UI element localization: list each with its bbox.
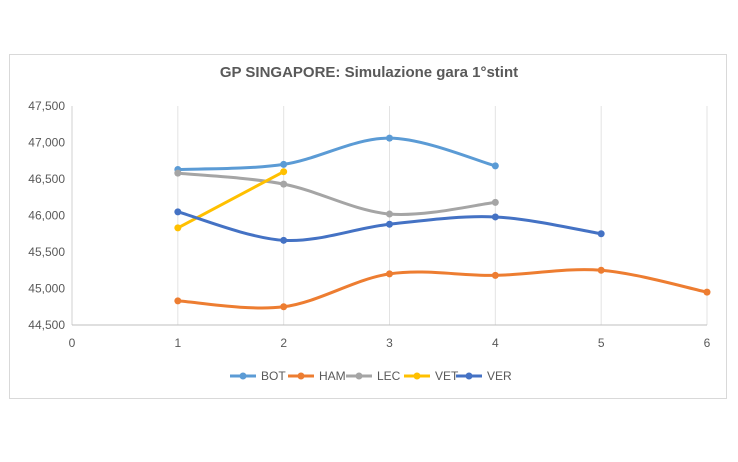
x-tick-label: 6 bbox=[704, 336, 711, 350]
x-tick-label: 4 bbox=[492, 336, 499, 350]
legend-swatch-marker bbox=[355, 372, 363, 380]
series-line-lec bbox=[176, 171, 497, 216]
data-point-ham-1 bbox=[174, 297, 182, 305]
legend-swatch-marker bbox=[465, 372, 473, 380]
data-point-bot-3 bbox=[386, 134, 393, 142]
axes: 0 1 2 3 4 5 6 44,500 45,000 45,500 46,000 46,500 47,… bbox=[28, 99, 710, 350]
data-point-vet-1 bbox=[174, 224, 182, 232]
data-point-ham-6 bbox=[703, 288, 711, 296]
data-point-ver-4 bbox=[491, 213, 499, 221]
legend-label: BOT bbox=[261, 369, 286, 383]
data-point-vet-2 bbox=[280, 168, 288, 176]
legend-swatch-marker bbox=[413, 372, 421, 380]
y-tick-label: 47,000 bbox=[28, 136, 65, 150]
series-group bbox=[174, 134, 711, 311]
data-point-ver-5 bbox=[597, 230, 605, 238]
y-tick-label: 47,500 bbox=[28, 99, 65, 113]
series-lec bbox=[174, 169, 499, 218]
data-point-lec-2 bbox=[280, 180, 288, 188]
data-point-lec-1 bbox=[174, 169, 182, 177]
x-tick-label: 5 bbox=[598, 336, 605, 350]
legend-label: VET bbox=[435, 369, 459, 383]
series-line-ham bbox=[176, 268, 709, 310]
data-point-ham-4 bbox=[491, 271, 499, 279]
series-ver bbox=[174, 208, 605, 244]
series-line-bot bbox=[176, 136, 497, 172]
series-vet bbox=[174, 168, 288, 232]
data-point-ham-5 bbox=[597, 266, 605, 274]
x-tick-label: 0 bbox=[69, 336, 76, 350]
data-point-lec-3 bbox=[386, 210, 393, 218]
x-tick-label: 3 bbox=[386, 336, 393, 350]
data-point-ver-2 bbox=[280, 236, 288, 244]
chart-title: GP SINGAPORE: Simulazione gara 1°stint bbox=[219, 64, 519, 81]
series-line-vet bbox=[176, 170, 286, 230]
legend-swatch-marker bbox=[297, 372, 305, 380]
legend-item-ver: VER bbox=[456, 369, 512, 383]
y-tick-label: 46,000 bbox=[28, 209, 65, 223]
legend-label: VER bbox=[487, 369, 512, 383]
data-point-ver-3 bbox=[386, 220, 393, 228]
data-point-bot-4 bbox=[491, 162, 499, 170]
legend-label: LEC bbox=[377, 369, 401, 383]
legend-item-bot: BOT bbox=[230, 369, 286, 383]
x-tick-label: 1 bbox=[174, 336, 181, 350]
series-ham bbox=[174, 266, 711, 311]
legend-item-lec: LEC bbox=[346, 369, 401, 383]
y-tick-label: 44,500 bbox=[28, 318, 65, 332]
data-point-ver-1 bbox=[174, 208, 182, 216]
data-point-bot-2 bbox=[280, 160, 288, 168]
legend-label: HAM bbox=[319, 369, 346, 383]
data-point-ham-2 bbox=[280, 303, 288, 311]
y-tick-label: 45,500 bbox=[28, 245, 65, 259]
data-point-lec-4 bbox=[491, 198, 499, 206]
legend-item-vet: VET bbox=[404, 369, 459, 383]
legend-swatch-marker bbox=[239, 372, 247, 380]
y-tick-label: 46,500 bbox=[28, 172, 65, 186]
y-tick-label: 45,000 bbox=[28, 282, 65, 296]
gridlines bbox=[177, 106, 708, 325]
data-point-ham-3 bbox=[386, 270, 393, 278]
legend-item-ham: HAM bbox=[288, 369, 346, 383]
series-bot bbox=[174, 134, 499, 174]
x-tick-label: 2 bbox=[280, 336, 287, 350]
legend: BOT HAM LEC VET VER bbox=[230, 369, 512, 383]
